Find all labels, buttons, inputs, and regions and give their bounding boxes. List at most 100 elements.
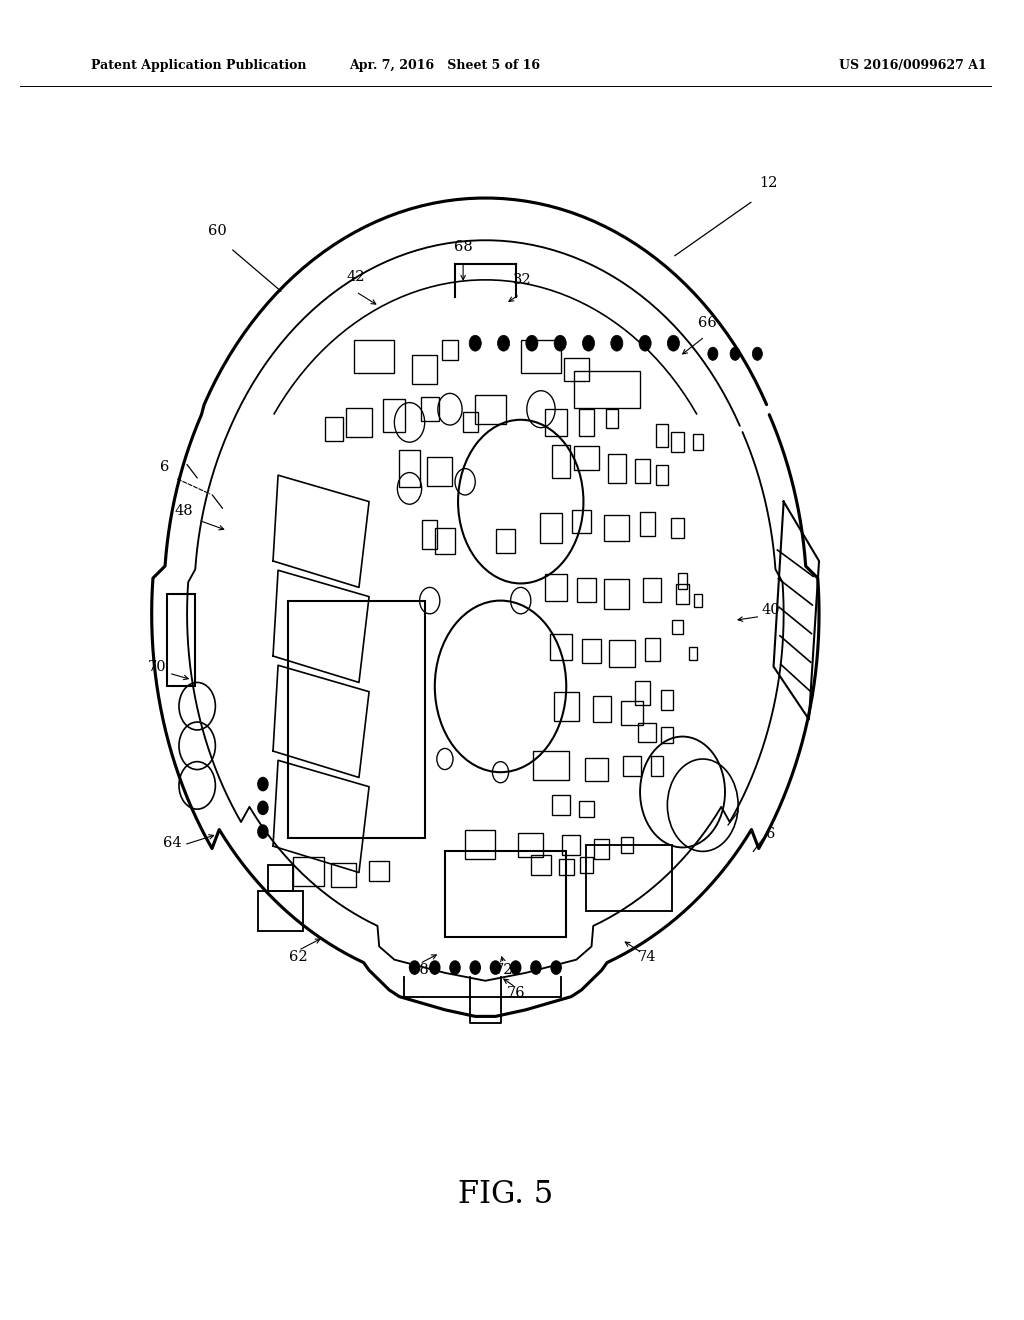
Text: 12: 12 — [759, 177, 777, 190]
Bar — [672, 432, 684, 451]
Text: 6: 6 — [766, 828, 775, 841]
Bar — [607, 454, 626, 483]
Circle shape — [410, 961, 420, 974]
Circle shape — [554, 335, 566, 351]
Circle shape — [530, 961, 541, 974]
Bar — [167, 594, 196, 686]
Bar — [412, 355, 437, 384]
Bar — [604, 579, 630, 609]
Bar — [638, 722, 656, 742]
Bar — [662, 689, 674, 710]
Bar — [609, 640, 635, 667]
Text: 40: 40 — [761, 603, 780, 616]
Bar — [635, 459, 649, 483]
Bar — [643, 578, 662, 602]
Bar — [692, 434, 702, 450]
Bar — [435, 528, 455, 554]
Bar — [354, 339, 394, 372]
Text: 74: 74 — [638, 950, 656, 964]
Text: 42: 42 — [347, 271, 366, 284]
Bar — [559, 859, 573, 875]
Text: FIG. 5: FIG. 5 — [458, 1179, 553, 1210]
Text: 62: 62 — [289, 950, 307, 964]
Text: 70: 70 — [147, 660, 166, 673]
Bar — [369, 861, 389, 882]
Bar — [545, 574, 567, 601]
Text: 68: 68 — [411, 964, 429, 977]
Text: 68: 68 — [454, 240, 472, 253]
Bar — [587, 845, 673, 911]
Bar — [640, 512, 654, 536]
Text: Apr. 7, 2016   Sheet 5 of 16: Apr. 7, 2016 Sheet 5 of 16 — [349, 59, 541, 73]
Bar — [573, 446, 599, 470]
Circle shape — [450, 961, 460, 974]
Bar — [586, 758, 607, 781]
Bar — [554, 692, 579, 721]
Bar — [331, 863, 356, 887]
Bar — [688, 647, 696, 660]
Circle shape — [258, 801, 268, 814]
Bar — [656, 424, 669, 447]
Circle shape — [430, 961, 440, 974]
Bar — [545, 409, 567, 436]
Bar — [465, 830, 496, 859]
Bar — [693, 594, 701, 607]
Bar — [679, 573, 686, 589]
Text: Patent Application Publication: Patent Application Publication — [91, 59, 306, 73]
Bar — [383, 399, 406, 432]
Bar — [572, 510, 591, 533]
Bar — [422, 520, 437, 549]
Circle shape — [668, 335, 680, 351]
Text: 6: 6 — [160, 461, 170, 474]
Bar — [579, 409, 594, 436]
Text: 76: 76 — [507, 986, 525, 999]
Bar — [552, 445, 570, 478]
Bar — [346, 408, 372, 437]
Bar — [621, 837, 633, 853]
Circle shape — [258, 777, 268, 791]
Bar — [593, 696, 610, 722]
Text: US 2016/0099627 A1: US 2016/0099627 A1 — [840, 59, 987, 73]
Bar — [521, 339, 561, 372]
Bar — [645, 638, 659, 661]
Bar — [583, 639, 601, 663]
Circle shape — [525, 335, 538, 351]
Circle shape — [583, 335, 595, 351]
Circle shape — [470, 961, 480, 974]
Bar — [651, 755, 664, 776]
Bar — [672, 517, 684, 537]
Bar — [621, 701, 643, 725]
Bar — [421, 397, 439, 421]
Bar — [463, 412, 478, 432]
Bar — [444, 851, 566, 937]
Circle shape — [730, 347, 740, 360]
Bar — [530, 855, 551, 874]
Bar — [605, 408, 617, 428]
Bar — [564, 358, 589, 381]
Bar — [293, 857, 324, 886]
Bar — [578, 578, 596, 602]
Text: 66: 66 — [698, 317, 717, 330]
Bar — [518, 833, 544, 857]
Text: 60: 60 — [208, 224, 226, 238]
Bar — [534, 751, 568, 780]
Bar — [442, 339, 458, 359]
Bar — [550, 634, 572, 660]
Bar — [604, 515, 630, 541]
Bar — [552, 795, 570, 814]
Bar — [594, 840, 609, 858]
Bar — [573, 371, 640, 408]
Text: 32: 32 — [512, 273, 531, 286]
Circle shape — [610, 335, 623, 351]
Circle shape — [639, 335, 651, 351]
Text: 72: 72 — [495, 964, 513, 977]
Bar — [673, 620, 683, 634]
Bar — [562, 834, 581, 855]
Bar — [656, 465, 669, 484]
Circle shape — [511, 961, 521, 974]
Bar — [258, 891, 303, 931]
Circle shape — [258, 825, 268, 838]
Bar — [635, 681, 649, 705]
Circle shape — [551, 961, 561, 974]
Bar — [579, 801, 594, 817]
